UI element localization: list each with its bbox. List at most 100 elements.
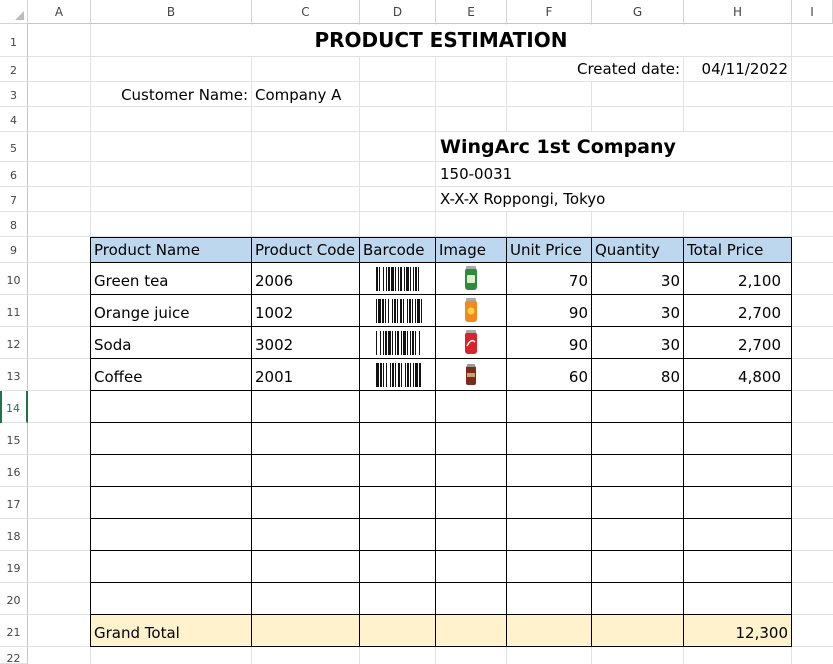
product-code-cell[interactable]: 1002	[255, 304, 294, 322]
company-name: WingArc 1st Company	[440, 136, 676, 158]
customer-label: Customer Name:	[121, 86, 248, 104]
product-name-cell[interactable]: Green tea	[94, 272, 169, 290]
barcode-bar	[397, 331, 399, 355]
product-code-cell[interactable]: 2006	[255, 272, 294, 290]
row-header[interactable]: 18	[0, 519, 28, 551]
barcode-image	[376, 331, 420, 355]
total-price-cell[interactable]: 2,700	[738, 336, 781, 354]
barcode-bar	[392, 299, 393, 323]
barcode-bar	[412, 299, 413, 323]
total-price-cell[interactable]: 2,700	[738, 304, 781, 322]
title-merge	[91, 25, 791, 56]
barcode-image	[376, 267, 419, 291]
quantity-cell[interactable]: 30	[660, 272, 680, 290]
column-header-i[interactable]: I	[792, 0, 833, 24]
barcode-bar	[401, 331, 402, 355]
barcode-bar	[395, 267, 396, 291]
row-header[interactable]: 19	[0, 551, 28, 583]
header-unit-price: Unit Price	[510, 241, 582, 259]
product-name-cell[interactable]: Orange juice	[94, 304, 190, 322]
company-merge	[436, 132, 791, 161]
product-code-cell[interactable]: 3002	[255, 336, 294, 354]
barcode-bar	[383, 363, 384, 387]
barcode-bar	[407, 299, 408, 323]
barcode-bar	[386, 267, 387, 291]
barcode-bar	[398, 363, 400, 387]
product-name-cell[interactable]: Soda	[94, 336, 132, 354]
barcode-bar	[392, 331, 393, 355]
row-header[interactable]: 22	[0, 647, 28, 664]
column-header-d[interactable]: D	[360, 0, 436, 24]
row-header[interactable]: 9	[0, 237, 28, 263]
green-tea-can-icon	[465, 266, 477, 290]
barcode-bar	[388, 331, 391, 355]
column-header-g[interactable]: G	[592, 0, 684, 24]
barcode-bar	[419, 363, 421, 387]
barcode-bar	[376, 267, 378, 291]
quantity-cell[interactable]: 80	[660, 368, 680, 386]
column-header-f[interactable]: F	[507, 0, 592, 24]
header-quantity: Quantity	[595, 241, 660, 259]
barcode-bar	[407, 331, 408, 355]
barcode-bar	[404, 267, 405, 291]
row-header[interactable]: 17	[0, 487, 28, 519]
row-header[interactable]: 2	[0, 57, 28, 82]
unit-price-cell[interactable]: 90	[568, 304, 588, 322]
barcode-bar	[395, 331, 396, 355]
barcode-bar	[412, 331, 414, 355]
row-header[interactable]: 8	[0, 212, 28, 237]
barcode-bar	[407, 363, 409, 387]
column-header-h[interactable]: H	[684, 0, 792, 24]
quantity-cell[interactable]: 30	[660, 304, 680, 322]
row-header-active[interactable]: 14	[0, 391, 28, 423]
column-header-e[interactable]: E	[436, 0, 507, 24]
row-header[interactable]: 1	[0, 24, 28, 57]
select-all-corner[interactable]	[0, 0, 28, 24]
barcode-bar	[415, 363, 418, 387]
barcode-bar	[419, 331, 420, 355]
row-header[interactable]: 7	[0, 187, 28, 212]
barcode-bar	[413, 363, 414, 387]
barcode-bar	[410, 363, 411, 387]
unit-price-cell[interactable]: 70	[568, 272, 588, 290]
row-header[interactable]: 16	[0, 455, 28, 487]
row-header[interactable]: 20	[0, 583, 28, 615]
total-price-cell[interactable]: 4,800	[738, 368, 781, 386]
row-header[interactable]: 13	[0, 359, 28, 391]
column-header-c[interactable]: C	[252, 0, 360, 24]
grand-total-fill	[91, 615, 791, 646]
unit-price-cell[interactable]: 90	[568, 336, 588, 354]
row-header[interactable]: 12	[0, 327, 28, 359]
header-barcode: Barcode	[363, 241, 425, 259]
barcode-bar	[388, 299, 389, 323]
column-header-a[interactable]: A	[28, 0, 91, 24]
total-price-cell[interactable]: 2,100	[738, 272, 781, 290]
barcode-bar	[391, 267, 394, 291]
barcode-image	[376, 299, 422, 323]
row-header[interactable]: 11	[0, 295, 28, 327]
orange-juice-can-icon	[465, 298, 477, 322]
row-header[interactable]: 4	[0, 107, 28, 132]
product-code-cell[interactable]: 2001	[255, 368, 294, 386]
grand-total-value[interactable]: 12,300	[735, 624, 789, 642]
unit-price-cell[interactable]: 60	[568, 368, 588, 386]
column-header-b[interactable]: B	[91, 0, 252, 24]
barcode-bar	[410, 267, 411, 291]
barcode-bar	[409, 299, 411, 323]
barcode-bar	[382, 299, 384, 323]
quantity-cell[interactable]: 30	[660, 336, 680, 354]
soda-can-icon	[465, 330, 477, 354]
page-title: PRODUCT ESTIMATION	[314, 28, 568, 52]
header-product-code: Product Code	[255, 241, 356, 259]
row-header[interactable]: 6	[0, 162, 28, 187]
row-header[interactable]: 3	[0, 82, 28, 107]
barcode-bar	[400, 299, 402, 323]
barcode-bar	[388, 267, 390, 291]
barcode-bar	[398, 267, 399, 291]
row-header[interactable]: 21	[0, 615, 28, 647]
row-header[interactable]: 15	[0, 423, 28, 455]
row-header[interactable]: 10	[0, 263, 28, 295]
barcode-bar	[379, 267, 380, 291]
product-name-cell[interactable]: Coffee	[94, 368, 143, 386]
row-header[interactable]: 5	[0, 132, 28, 162]
